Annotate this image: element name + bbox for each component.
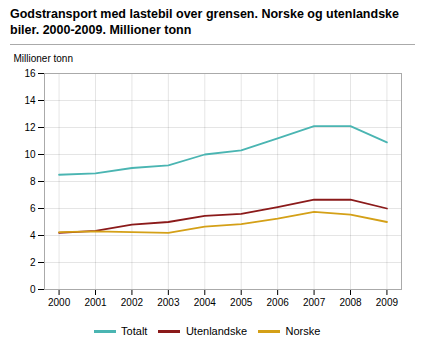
html-text:Norske: Norske [285, 325, 321, 337]
svg-text:4: 4 [30, 229, 36, 240]
html-text:Godstransport med lastebil ove: Godstransport med lastebil over grensen.… [10, 7, 399, 38]
svg-text:2008: 2008 [339, 296, 362, 307]
svg-text:12: 12 [24, 121, 36, 132]
svg-text:2005: 2005 [230, 296, 253, 307]
svg-text:2001: 2001 [84, 296, 107, 307]
svg-text:16: 16 [24, 67, 36, 78]
svg-text:2: 2 [30, 256, 36, 267]
svg-text:10: 10 [24, 148, 36, 159]
svg-text:0: 0 [30, 283, 36, 294]
svg-text:2000: 2000 [48, 296, 71, 307]
html-text:Totalt: Totalt [121, 325, 148, 337]
svg-text:2007: 2007 [303, 296, 326, 307]
svg-text:Millioner tonn: Millioner tonn [14, 52, 73, 63]
svg-text:2003: 2003 [157, 296, 180, 307]
svg-text:8: 8 [30, 175, 36, 186]
svg-text:2006: 2006 [267, 296, 290, 307]
svg-text:2002: 2002 [121, 296, 144, 307]
svg-text:2004: 2004 [194, 296, 217, 307]
svg-text:6: 6 [30, 202, 36, 213]
html-text:Utenlandske: Utenlandske [185, 325, 247, 337]
svg-text:14: 14 [24, 94, 36, 105]
svg-text:2009: 2009 [376, 296, 399, 307]
